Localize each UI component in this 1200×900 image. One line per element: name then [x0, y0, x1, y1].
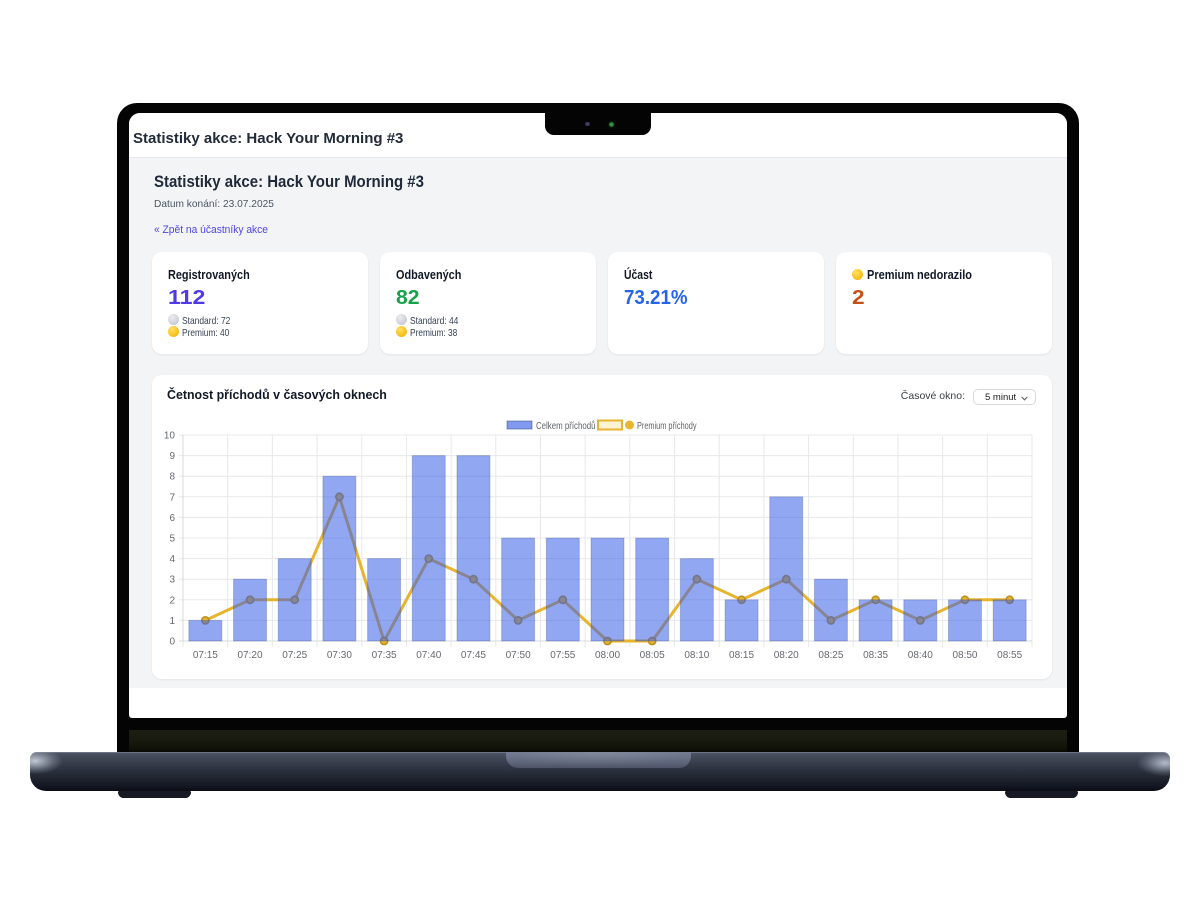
svg-text:2: 2 [169, 595, 175, 606]
svg-text:07:45: 07:45 [461, 650, 486, 661]
svg-text:08:25: 08:25 [818, 650, 843, 661]
svg-text:08:15: 08:15 [729, 650, 754, 661]
svg-text:Celkem příchodů: Celkem příchodů [536, 420, 596, 432]
svg-text:07:40: 07:40 [416, 650, 441, 661]
svg-text:0: 0 [169, 637, 175, 648]
svg-text:4: 4 [169, 554, 175, 565]
svg-text:5: 5 [169, 534, 175, 545]
svg-text:07:35: 07:35 [372, 650, 397, 661]
svg-text:08:35: 08:35 [863, 650, 888, 661]
svg-text:7: 7 [169, 492, 175, 503]
svg-text:07:25: 07:25 [282, 650, 307, 661]
svg-text:1: 1 [169, 616, 175, 627]
svg-text:08:05: 08:05 [640, 650, 665, 661]
svg-text:10: 10 [164, 431, 176, 442]
svg-text:6: 6 [169, 513, 175, 524]
svg-text:Premium příchody: Premium příchody [637, 421, 697, 432]
svg-text:08:10: 08:10 [684, 650, 709, 661]
svg-text:07:20: 07:20 [238, 650, 263, 661]
svg-text:07:30: 07:30 [327, 650, 352, 661]
svg-text:07:50: 07:50 [506, 650, 531, 661]
svg-text:08:50: 08:50 [952, 650, 977, 661]
svg-text:9: 9 [169, 451, 175, 462]
svg-text:08:20: 08:20 [774, 650, 799, 661]
svg-text:08:40: 08:40 [908, 650, 933, 661]
svg-text:07:15: 07:15 [193, 650, 218, 661]
svg-text:07:55: 07:55 [550, 650, 575, 661]
svg-text:08:00: 08:00 [595, 650, 620, 661]
svg-text:8: 8 [169, 472, 175, 483]
svg-text:08:55: 08:55 [997, 650, 1022, 661]
svg-text:3: 3 [169, 575, 175, 586]
